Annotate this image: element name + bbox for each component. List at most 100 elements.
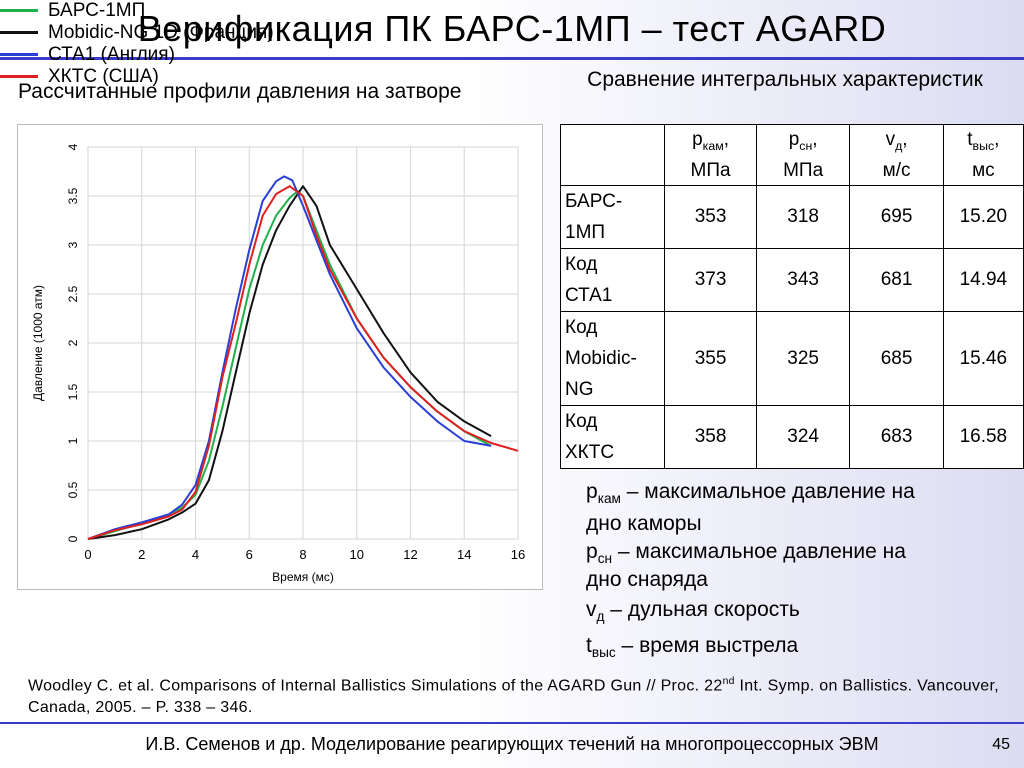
header-comma: ,: [723, 128, 729, 150]
table-row: Код СТА1 373 343 681 14.94: [559, 248, 1024, 312]
definition-symbol: p: [586, 540, 598, 563]
pressure-chart: 0 2 4 6 8 10 12 14 16 0 0.5 1 1.5 2 2.5 3 3.5 4 Время (мс)…: [31, 143, 525, 584]
definition-continuation: дно снаряда: [586, 568, 708, 591]
definition-line: pсн – максимальное давление на: [586, 540, 906, 566]
definition-subscript: д: [596, 609, 605, 625]
x-tick-label: 6: [246, 547, 253, 562]
definition-subscript: выс: [591, 645, 616, 661]
footer-text: И.В. Семенов и др. Моделирование реагиру…: [145, 734, 879, 754]
value-cell: 15.20: [942, 185, 1024, 249]
definition-text: – дульная скорость: [604, 598, 800, 621]
y-tick-label: 3.5: [66, 187, 80, 204]
definition-continuation: дно каморы: [586, 512, 702, 535]
row-name-line: NG: [565, 379, 594, 400]
table-heading: Сравнение интегральных характеристик: [587, 68, 983, 91]
row-name-cell: Код СТА1: [559, 248, 666, 312]
header-comma: ,: [812, 128, 818, 150]
table-header-row: pкам, МПа pсн, МПа vд, м/с tвыс, мс: [559, 124, 1024, 186]
header-symbol: v: [885, 128, 896, 150]
table-row: Код Mobidic- NG 355 325 685 15.46: [559, 311, 1024, 406]
table-row: Код ХКТС 358 324 683 16.58: [559, 405, 1024, 469]
legend-label: СТА1 (Англия): [48, 44, 175, 65]
value-cell: 355: [664, 311, 757, 406]
table-row: БАРС- 1МП 353 318 695 15.20: [559, 185, 1024, 249]
title-divider: [0, 57, 1024, 60]
value-cell: 358: [664, 405, 757, 469]
x-tick-label: 10: [350, 547, 364, 562]
row-name-cell: БАРС- 1МП: [559, 185, 666, 249]
row-name-line: Код: [565, 411, 598, 432]
x-tick-label: 2: [138, 547, 145, 562]
reference-tail: Int. Symp. on Ballistics. Vancouver, Can…: [28, 677, 999, 717]
definition-symbol: v: [586, 598, 597, 621]
header-symbol-line: tвыс,: [948, 127, 1019, 159]
row-name-cell: Код ХКТС: [559, 405, 666, 469]
legend-label: Mobidic-NG 1D (Франция): [48, 22, 274, 43]
value-cell: 681: [849, 248, 944, 312]
legend-swatch: [0, 75, 38, 79]
legend-item: БАРС-1МП: [0, 0, 274, 22]
reference-main: Woodley C. et al. Comparisons of Interna…: [28, 677, 723, 695]
reference-citation: Woodley C. et al. Comparisons of Interna…: [28, 671, 1008, 719]
definition-subscript: сн: [597, 551, 613, 567]
y-tick-label: 4: [66, 143, 80, 150]
table-header-cell: pкам, МПа: [664, 124, 757, 186]
definition-text: – время выстрела: [615, 634, 799, 657]
definition-symbol: t: [586, 634, 592, 657]
x-axis-label: Время (мс): [272, 570, 334, 584]
value-cell: 318: [755, 185, 851, 249]
reference-sup: nd: [722, 676, 735, 687]
series-line: [87, 185, 519, 540]
footer-divider: [0, 722, 1024, 724]
definition-line: tвыс – время выстрела: [586, 634, 798, 660]
header-unit: МПа: [783, 160, 824, 182]
header-symbol: t: [967, 128, 973, 150]
x-tick-label: 14: [457, 547, 471, 562]
legend-swatch: [0, 31, 38, 35]
series-line: [87, 185, 492, 540]
table-header-cell: tвыс, мс: [942, 124, 1024, 186]
header-subscript: выс: [972, 138, 995, 153]
x-tick-label: 8: [299, 547, 306, 562]
x-tick-label: 4: [192, 547, 199, 562]
y-tick-label: 2: [66, 339, 80, 346]
x-tick-label: 0: [84, 547, 91, 562]
y-tick-label: 0: [66, 535, 80, 542]
definition-subscript: кам: [597, 491, 621, 507]
value-cell: 683: [849, 405, 944, 469]
header-unit: м/с: [882, 160, 911, 182]
table-corner-cell: [559, 124, 666, 186]
row-name-line: Код: [565, 317, 598, 338]
y-tick-label: 2.5: [66, 285, 80, 302]
row-name-line: 1МП: [565, 222, 606, 243]
value-cell: 353: [664, 185, 757, 249]
value-cell: 343: [755, 248, 851, 312]
table-header-cell: vд, м/с: [849, 124, 944, 186]
value-cell: 695: [849, 185, 944, 249]
definition-line: vд – дульная скорость: [586, 598, 800, 624]
y-tick-label: 3: [66, 241, 80, 248]
row-name-line: ХКТС: [565, 442, 615, 463]
definition-text: – максимальное давление на: [620, 480, 915, 503]
legend-swatch: [0, 9, 38, 13]
header-subscript: сн: [799, 138, 813, 153]
row-name-line: Mobidic-: [565, 348, 637, 369]
slide-title: Верификация ПК БАРС-1МП – тест AGARD: [137, 8, 887, 49]
y-axis-label: Давление (1000 атм): [31, 285, 45, 401]
y-tick-label: 1.5: [66, 383, 80, 400]
row-name-line: Код: [565, 254, 598, 275]
value-cell: 16.58: [942, 405, 1024, 469]
row-name-line: СТА1: [565, 285, 613, 306]
legend-label: ХКТС (США): [48, 66, 159, 87]
y-tick-label: 0.5: [66, 481, 80, 498]
y-tick-label: 1: [66, 437, 80, 444]
legend-label: БАРС-1МП: [48, 0, 146, 21]
chart-heading: Рассчитанные профили давления на затворе: [18, 80, 462, 103]
pressure-chart-frame: 0 2 4 6 8 10 12 14 16 0 0.5 1 1.5 2 2.5 3 3.5 4 Время (мс)…: [17, 124, 543, 590]
value-cell: 685: [849, 311, 944, 406]
header-symbol-line: pкам,: [669, 127, 752, 159]
header-unit: МПа: [690, 160, 731, 182]
header-symbol: p: [788, 128, 800, 150]
header-symbol-line: vд,: [854, 127, 938, 159]
legend-swatch: [0, 53, 38, 57]
